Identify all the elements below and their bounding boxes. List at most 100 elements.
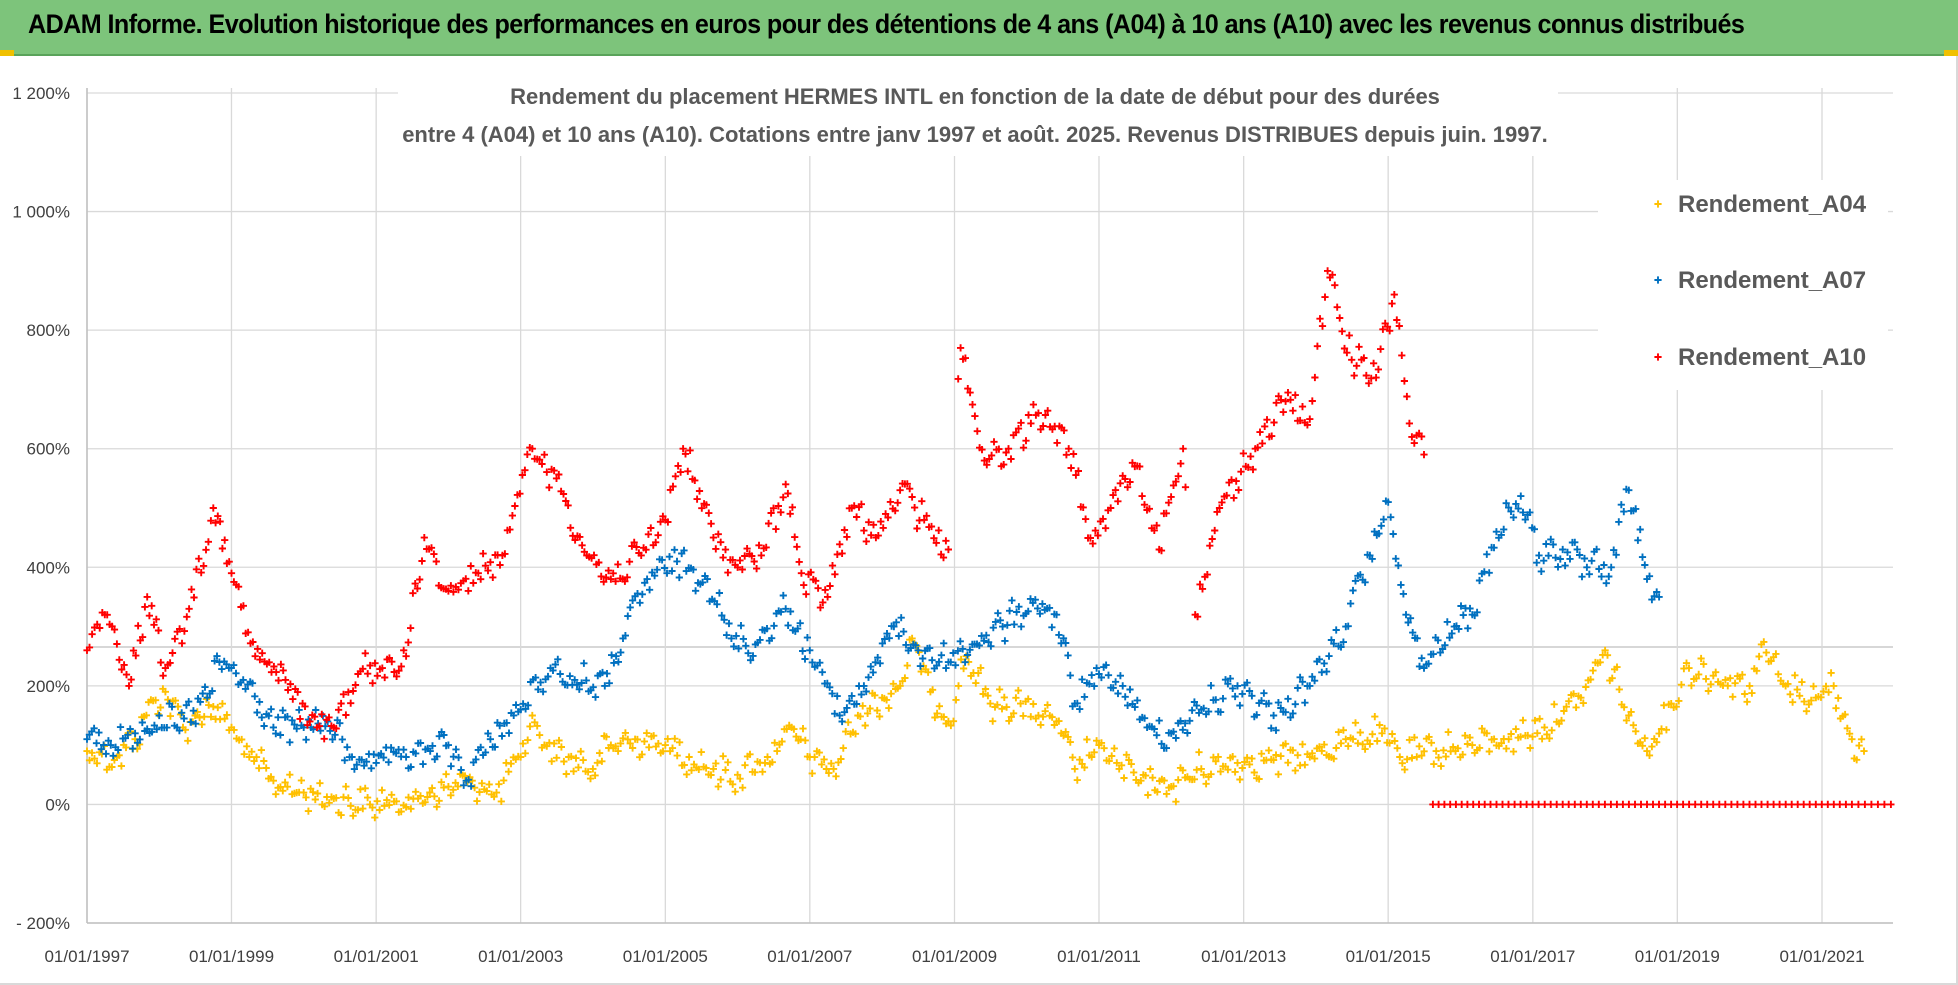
data-point bbox=[840, 526, 849, 534]
data-point bbox=[1887, 800, 1895, 808]
data-point bbox=[1563, 548, 1572, 556]
data-point bbox=[1789, 698, 1797, 706]
data-point bbox=[638, 590, 646, 598]
data-point bbox=[332, 724, 340, 733]
data-point bbox=[489, 573, 497, 581]
y-tick-label: 1 000% bbox=[12, 203, 70, 222]
data-point bbox=[1387, 513, 1395, 521]
data-point bbox=[1817, 693, 1825, 701]
data-point bbox=[654, 740, 662, 748]
data-point bbox=[83, 747, 91, 755]
data-point bbox=[195, 555, 203, 563]
data-point bbox=[987, 642, 995, 650]
data-point bbox=[1043, 701, 1052, 709]
data-point bbox=[1265, 746, 1273, 754]
data-point bbox=[642, 546, 650, 554]
data-point bbox=[947, 721, 955, 730]
data-point bbox=[1093, 737, 1101, 745]
data-point bbox=[407, 805, 415, 813]
data-point bbox=[505, 768, 513, 776]
data-point bbox=[90, 724, 98, 732]
data-point bbox=[1736, 675, 1744, 683]
data-point bbox=[1418, 432, 1426, 441]
data-point bbox=[474, 569, 482, 577]
data-point bbox=[380, 754, 388, 762]
data-point bbox=[1088, 753, 1096, 761]
data-point bbox=[1531, 716, 1539, 725]
data-point bbox=[1169, 782, 1178, 790]
data-point bbox=[614, 560, 622, 568]
data-point bbox=[736, 556, 744, 564]
data-point bbox=[1418, 752, 1426, 760]
data-point bbox=[992, 618, 1000, 626]
data-point bbox=[1176, 717, 1185, 725]
data-point bbox=[1071, 765, 1079, 773]
data-point bbox=[1349, 586, 1357, 595]
data-point bbox=[1086, 534, 1094, 542]
data-point bbox=[742, 642, 750, 650]
data-point bbox=[1356, 728, 1364, 737]
data-point bbox=[1249, 465, 1257, 474]
data-point bbox=[1118, 761, 1126, 769]
data-point bbox=[838, 549, 846, 557]
data-point bbox=[940, 713, 948, 721]
data-point bbox=[1112, 678, 1120, 686]
data-point bbox=[1533, 559, 1541, 567]
data-point bbox=[570, 767, 578, 775]
data-point bbox=[260, 722, 268, 730]
data-point bbox=[1832, 704, 1840, 712]
data-point bbox=[390, 668, 398, 676]
data-point bbox=[623, 573, 631, 581]
data-point bbox=[621, 729, 629, 737]
data-point bbox=[385, 758, 393, 766]
data-point bbox=[879, 524, 887, 532]
data-point bbox=[90, 755, 99, 763]
data-point bbox=[1102, 524, 1110, 532]
data-point bbox=[782, 605, 790, 613]
data-point bbox=[900, 628, 908, 636]
data-point bbox=[1366, 740, 1374, 748]
data-point bbox=[248, 679, 257, 687]
data-point bbox=[1232, 477, 1240, 485]
data-point bbox=[577, 747, 585, 756]
data-point bbox=[689, 566, 697, 574]
data-point bbox=[567, 752, 575, 761]
data-point bbox=[575, 685, 583, 693]
data-point bbox=[552, 474, 561, 482]
data-point bbox=[1149, 774, 1157, 782]
data-point bbox=[741, 552, 749, 560]
data-point bbox=[801, 655, 809, 663]
data-point bbox=[633, 735, 641, 744]
data-point bbox=[176, 625, 184, 633]
data-point bbox=[1029, 401, 1037, 409]
data-point bbox=[1356, 571, 1364, 579]
data-point bbox=[1685, 664, 1693, 672]
data-point bbox=[853, 700, 861, 708]
data-point bbox=[1027, 419, 1035, 427]
data-point bbox=[816, 604, 824, 612]
data-point bbox=[212, 519, 220, 527]
data-point bbox=[1053, 439, 1061, 447]
data-point bbox=[1253, 711, 1261, 719]
data-point bbox=[920, 516, 928, 524]
data-point bbox=[1325, 652, 1333, 660]
data-point bbox=[1464, 624, 1472, 632]
data-point bbox=[762, 543, 770, 551]
data-point bbox=[1250, 768, 1258, 777]
data-point bbox=[1349, 735, 1357, 743]
data-point bbox=[187, 585, 196, 593]
data-point bbox=[1289, 746, 1297, 754]
data-point bbox=[876, 659, 884, 667]
data-point bbox=[802, 590, 810, 598]
data-point bbox=[1064, 651, 1072, 659]
data-point bbox=[1321, 293, 1329, 301]
data-point bbox=[1303, 421, 1311, 429]
legend[interactable]: Rendement_A04 Rendement_A07 Rendement_A10 bbox=[1598, 180, 1888, 390]
data-point bbox=[213, 652, 221, 660]
data-point bbox=[885, 704, 893, 712]
data-point bbox=[876, 712, 884, 721]
data-point bbox=[225, 558, 233, 566]
data-point bbox=[309, 725, 317, 733]
data-point bbox=[294, 688, 302, 696]
data-point bbox=[1195, 748, 1203, 756]
